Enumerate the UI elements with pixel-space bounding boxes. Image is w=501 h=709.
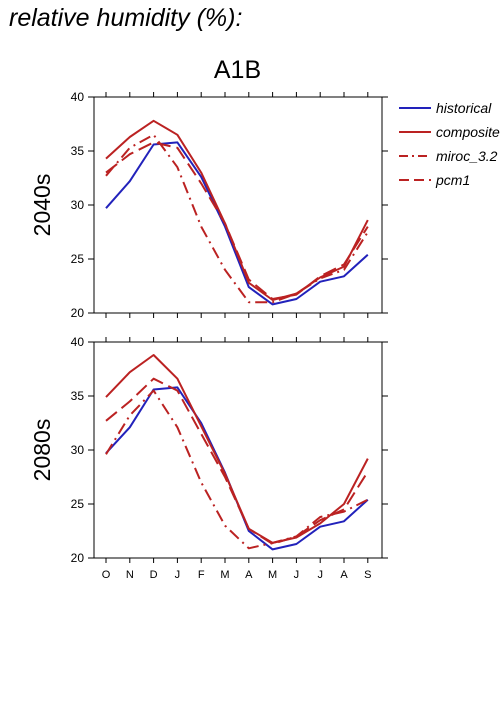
legend-swatch bbox=[399, 179, 431, 181]
series-line-composite bbox=[105, 354, 369, 544]
legend-swatch bbox=[399, 107, 431, 109]
legend-item-composite: composite bbox=[398, 120, 500, 144]
scenario-title: A1B bbox=[213, 56, 262, 84]
y-tick-label: 25 bbox=[71, 497, 85, 511]
y-tick-label: 20 bbox=[71, 551, 85, 565]
x-tick-label: S bbox=[364, 569, 371, 581]
legend-label: historical bbox=[436, 100, 492, 116]
legend: historical composite miroc_3.2 pcm1 bbox=[398, 96, 500, 192]
series-line-historical bbox=[105, 386, 369, 551]
y-tick-label: 35 bbox=[71, 144, 85, 158]
page-title: relative humidity (%): bbox=[9, 4, 243, 32]
legend-label: pcm1 bbox=[436, 172, 471, 188]
x-tick-label: J bbox=[294, 569, 300, 581]
plot-frame bbox=[93, 96, 383, 314]
series-line-pcm1 bbox=[105, 377, 369, 545]
y-tick-label: 20 bbox=[71, 306, 85, 320]
y-tick-label: 30 bbox=[71, 198, 85, 212]
legend-swatch bbox=[399, 131, 431, 133]
series-line-miroc_3.2 bbox=[105, 389, 369, 550]
y-tick-label: 40 bbox=[71, 90, 85, 104]
x-tick-label: F bbox=[198, 569, 205, 581]
x-tick-label: O bbox=[102, 569, 111, 581]
x-tick-label: J bbox=[175, 569, 181, 581]
x-tick-label: J bbox=[317, 569, 323, 581]
x-tick-label: A bbox=[340, 569, 348, 581]
legend-label: composite bbox=[436, 124, 500, 140]
legend-item-pcm1: pcm1 bbox=[398, 168, 500, 192]
series-line-pcm1 bbox=[105, 141, 369, 300]
x-tick-label: M bbox=[220, 569, 229, 581]
x-tick-label: M bbox=[268, 569, 277, 581]
series-line-miroc_3.2 bbox=[105, 133, 369, 304]
legend-swatch bbox=[399, 155, 431, 157]
chart-panel-2080s: 20 25 30 35 40 O N D J F M A M J J A S 2080s bbox=[29, 335, 388, 581]
y-tick-label: 25 bbox=[71, 252, 85, 266]
legend-label: miroc_3.2 bbox=[436, 148, 498, 164]
y-tick-label: 30 bbox=[71, 443, 85, 457]
x-tick-label: D bbox=[150, 569, 158, 581]
x-tick-label: A bbox=[245, 569, 253, 581]
y-tick-label: 35 bbox=[71, 389, 85, 403]
x-tick-label: N bbox=[126, 569, 134, 581]
legend-item-miroc_3.2: miroc_3.2 bbox=[398, 144, 500, 168]
panel-label: 2040s bbox=[29, 174, 55, 237]
y-tick-label: 40 bbox=[71, 335, 85, 349]
plot-frame bbox=[93, 341, 383, 559]
series-line-historical bbox=[105, 141, 369, 306]
panel-label: 2080s bbox=[29, 419, 55, 482]
chart-panel-2040s: 20 25 30 35 40 2040s bbox=[29, 90, 388, 320]
legend-item-historical: historical bbox=[398, 96, 500, 120]
